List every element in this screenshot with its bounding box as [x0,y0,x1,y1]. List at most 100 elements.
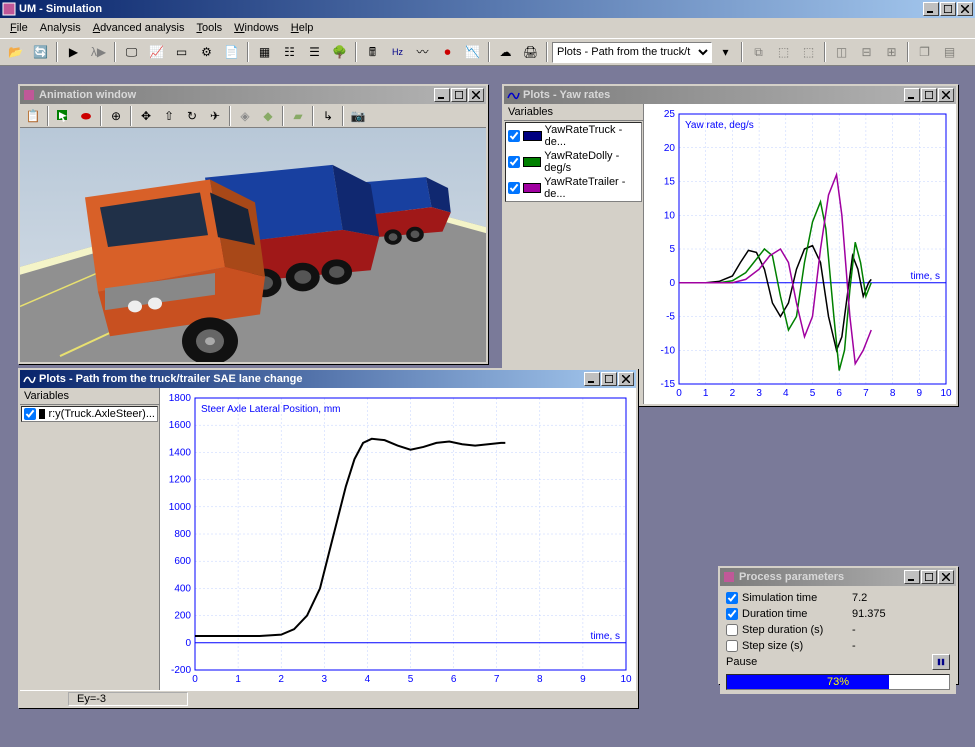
pause-button[interactable] [932,654,950,670]
proc-close-button[interactable] [938,570,954,584]
menu-tools[interactable]: Tools [190,20,228,36]
tool-window-icon[interactable]: 🖵 [120,41,143,63]
anim-solid-icon[interactable]: ◆ [257,106,279,126]
tool-layout3-icon[interactable]: ⊞ [880,41,903,63]
yaw-maximize-button[interactable] [921,88,937,102]
variable-checkbox[interactable] [508,156,520,168]
proc-minimize-button[interactable] [904,570,920,584]
param-checkbox[interactable] [726,624,738,636]
menu-file[interactable]: File [4,20,34,36]
anim-select-icon[interactable] [52,106,74,126]
tool-wave-icon[interactable]: 〰 [411,41,434,63]
tool-ext1-icon[interactable]: ⧉ [747,41,770,63]
anim-target-icon[interactable]: ⊕ [105,106,127,126]
param-checkbox[interactable] [726,640,738,652]
tool-table-icon[interactable]: ☷ [278,41,301,63]
variable-checkbox[interactable] [508,130,520,142]
yaw-chart[interactable]: 012345678910-15-10-50510152025Yaw rate, … [644,104,956,404]
mdi-area: Animation window 📋 ⬬ ⊕ ✥ ⇧ ↻ ✈ ◈ ◆ ▰ [0,66,975,747]
menu-advanced-analysis[interactable]: Advanced analysis [87,20,191,36]
tool-list-icon[interactable]: ☰ [303,41,326,63]
progress-bar: 73% [726,674,950,690]
tool-hz-icon[interactable]: Hz [386,41,409,63]
anim-axes-icon[interactable]: ↳ [317,106,339,126]
plot-icon [22,372,36,386]
path-chart[interactable]: 012345678910-200020040060080010001200140… [160,388,636,690]
tool-ext2-icon[interactable]: ⬚ [772,41,795,63]
anim-camera-icon[interactable]: 📷 [347,106,369,126]
anim-up-icon[interactable]: ⇧ [158,106,180,126]
yaw-variables-panel: Variables YawRateTruck - de...YawRateDol… [504,104,644,404]
path-variables-panel: Variables r:y(Truck.AxleSteer)... [20,388,160,690]
svg-text:0: 0 [185,638,191,649]
svg-text:8: 8 [537,674,543,685]
tool-print-icon[interactable]: 🖨 [519,41,542,63]
tool-chart-icon[interactable]: 📈 [145,41,168,63]
anim-close-button[interactable] [468,88,484,102]
tool-calc-icon[interactable]: 🖩 [361,41,384,63]
anim-maximize-button[interactable] [451,88,467,102]
tool-blank-icon[interactable]: ▭ [170,41,193,63]
menu-windows[interactable]: Windows [228,20,285,36]
tool-play-icon[interactable]: ▶ [62,41,85,63]
tool-tile-icon[interactable]: ▤ [938,41,961,63]
variable-item[interactable]: YawRateTruck - de... [506,123,641,149]
window-selector-combo[interactable]: Plots - Path from the truck/t [552,42,712,63]
path-close-button[interactable] [618,372,634,386]
tool-layout1-icon[interactable]: ◫ [830,41,853,63]
anim-airplane-icon[interactable]: ✈ [204,106,226,126]
tool-play-lambda-icon[interactable]: λ▶ [87,41,110,63]
anim-minimize-button[interactable] [434,88,450,102]
tool-grid-icon[interactable]: ▦ [253,41,276,63]
tool-go-icon[interactable]: ▾ [714,41,737,63]
variable-checkbox[interactable] [508,182,520,194]
variable-checkbox[interactable] [24,408,36,420]
maximize-button[interactable] [940,2,956,16]
proc-titlebar[interactable]: Process parameters [720,568,956,586]
anim-rotate-icon[interactable]: ↻ [181,106,203,126]
tool-cascade-icon[interactable]: ❐ [913,41,936,63]
param-row: Simulation time7.2 [726,590,950,606]
tool-gear-icon[interactable]: ⚙ [195,41,218,63]
variable-color-swatch [523,183,541,193]
animation-viewport[interactable] [20,128,486,362]
animation-titlebar[interactable]: Animation window [20,86,486,104]
proc-maximize-button[interactable] [921,570,937,584]
anim-move-icon[interactable]: ✥ [135,106,157,126]
svg-text:10: 10 [664,210,676,221]
pause-label: Pause [726,656,757,668]
anim-wire-icon[interactable]: ◈ [234,106,256,126]
variable-item[interactable]: YawRateTrailer - de... [506,175,641,201]
svg-text:1000: 1000 [169,502,192,513]
param-checkbox[interactable] [726,592,738,604]
tool-cloud-icon[interactable]: ☁ [494,41,517,63]
yaw-minimize-button[interactable] [904,88,920,102]
variable-item[interactable]: YawRateDolly - deg/s [506,149,641,175]
tool-ext3-icon[interactable]: ⬚ [797,41,820,63]
tool-tree-icon[interactable]: 🌳 [328,41,351,63]
param-row: Step size (s)- [726,638,950,654]
minimize-button[interactable] [923,2,939,16]
path-minimize-button[interactable] [584,372,600,386]
svg-text:20: 20 [664,143,676,154]
tool-reload-icon[interactable]: 🔄 [29,41,52,63]
yaw-titlebar[interactable]: Plots - Yaw rates [504,86,956,104]
close-button[interactable] [957,2,973,16]
yaw-close-button[interactable] [938,88,954,102]
param-checkbox[interactable] [726,608,738,620]
anim-copy-icon[interactable]: 📋 [22,106,44,126]
menu-analysis[interactable]: Analysis [34,20,87,36]
tool-graph-icon[interactable]: 📉 [461,41,484,63]
svg-text:Yaw rate, deg/s: Yaw rate, deg/s [685,120,754,131]
path-maximize-button[interactable] [601,372,617,386]
anim-shade-icon[interactable]: ▰ [287,106,309,126]
tool-layout2-icon[interactable]: ⊟ [855,41,878,63]
proc-body: Simulation time7.2Duration time91.375Ste… [720,586,956,694]
variable-item[interactable]: r:y(Truck.AxleSteer)... [22,407,157,421]
path-titlebar[interactable]: Plots - Path from the truck/trailer SAE … [20,370,636,388]
tool-doc-icon[interactable]: 📄 [220,41,243,63]
menu-help[interactable]: Help [285,20,320,36]
tool-open-icon[interactable]: 📂 [4,41,27,63]
tool-record-icon[interactable]: ⏺ [436,41,459,63]
anim-node-icon[interactable]: ⬬ [75,106,97,126]
